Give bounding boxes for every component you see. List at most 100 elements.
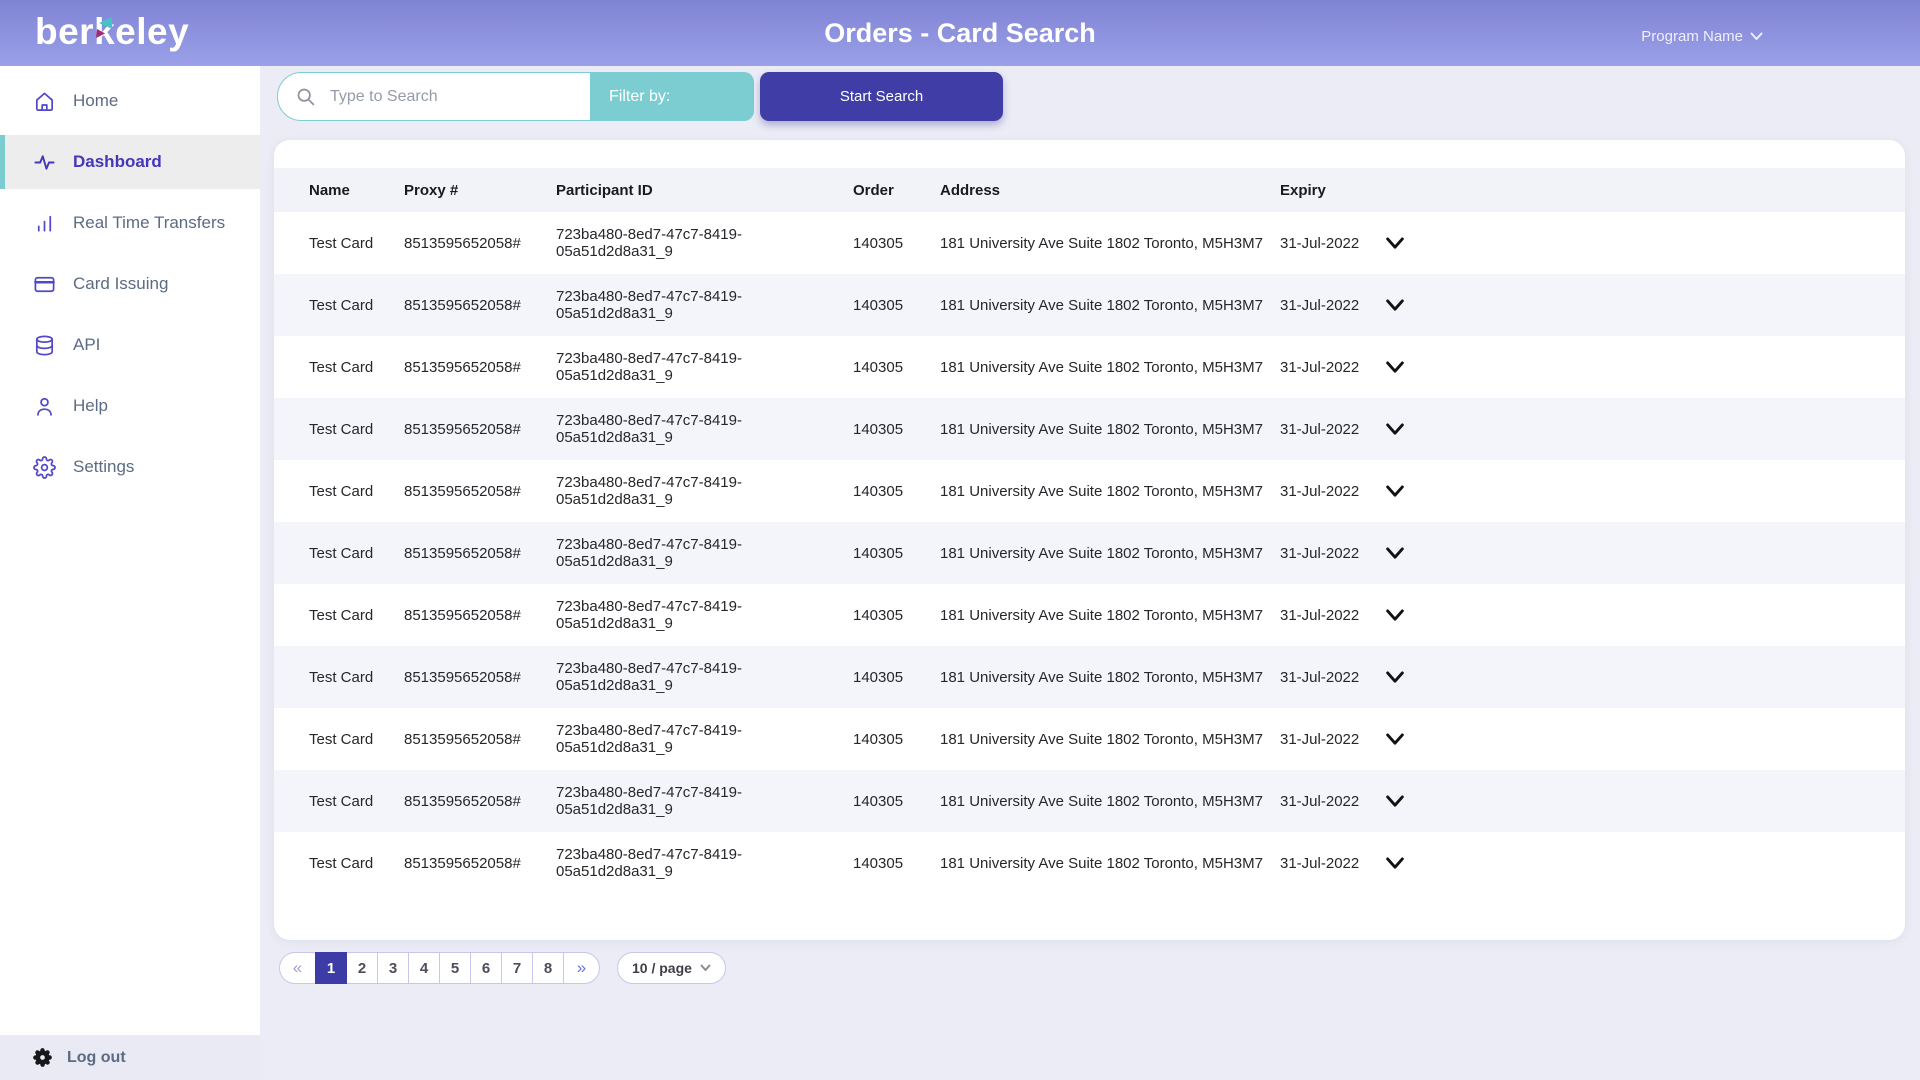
- cell-order: 140305: [853, 792, 904, 810]
- cell-proxy: 8513595652058#: [404, 854, 521, 872]
- cell-address: 181 University Ave Suite 1802 Toronto, M…: [940, 482, 1263, 500]
- cell-address: 181 University Ave Suite 1802 Toronto, M…: [940, 606, 1263, 624]
- start-search-button[interactable]: Start Search: [760, 72, 1003, 121]
- cell-expiry: 31-Jul-2022: [1280, 358, 1360, 376]
- cell-order: 140305: [853, 606, 904, 624]
- page-button[interactable]: 5: [439, 952, 471, 984]
- page-size-selector[interactable]: 10 / page: [617, 952, 726, 984]
- expand-row-button[interactable]: [1384, 360, 1905, 375]
- sidebar-item-card-issuing[interactable]: Card Issuing: [0, 257, 260, 311]
- cell-order: 140305: [853, 482, 904, 500]
- page-button[interactable]: 4: [408, 952, 440, 984]
- table-row: Test Card 8513595652058# 723ba480-8ed7-4…: [274, 770, 1905, 832]
- filter-by-label: Filter by:: [609, 87, 671, 105]
- column-header: Order: [853, 181, 894, 199]
- top-bar: berkeley Orders - Card Search Program Na…: [0, 0, 1920, 66]
- search-input[interactable]: [328, 86, 568, 107]
- cell-participant-id: 723ba480-8ed7-47c7-8419-05a51d2d8a31_9: [556, 536, 742, 570]
- cell-address: 181 University Ave Suite 1802 Toronto, M…: [940, 234, 1263, 252]
- table-row: Test Card 8513595652058# 723ba480-8ed7-4…: [274, 832, 1905, 894]
- sidebar-item-dashboard[interactable]: Dashboard: [0, 135, 260, 189]
- table-row: Test Card 8513595652058# 723ba480-8ed7-4…: [274, 708, 1905, 770]
- cell-name: Test Card: [309, 420, 374, 438]
- sidebar-item-help[interactable]: Help: [0, 379, 260, 433]
- sidebar-item-label: Dashboard: [73, 152, 162, 171]
- page-button[interactable]: 2: [346, 952, 378, 984]
- cell-order: 140305: [853, 730, 904, 748]
- expand-row-button[interactable]: [1384, 298, 1905, 313]
- logout-button[interactable]: Log out: [0, 1035, 260, 1080]
- next-page-button[interactable]: »: [563, 952, 600, 984]
- credit-card-icon: [34, 276, 55, 292]
- sidebar-item-settings[interactable]: Settings: [0, 440, 260, 494]
- berkeley-logo: berkeley: [35, 8, 189, 56]
- cell-name: Test Card: [309, 730, 374, 748]
- search-icon: [297, 88, 315, 106]
- expand-row-button[interactable]: [1384, 422, 1905, 437]
- filter-by-button[interactable]: Filter by:: [590, 72, 754, 121]
- page-button[interactable]: 7: [501, 952, 533, 984]
- gear-filled-icon: [33, 1048, 52, 1067]
- cell-name: Test Card: [309, 606, 374, 624]
- sidebar-item-home[interactable]: Home: [0, 74, 260, 128]
- cell-proxy: 8513595652058#: [404, 296, 521, 314]
- page-button[interactable]: 1: [315, 952, 347, 984]
- column-header: Address: [940, 181, 1001, 199]
- page-button[interactable]: 6: [470, 952, 502, 984]
- chevron-down-icon: [700, 964, 711, 971]
- expand-row-button[interactable]: [1384, 732, 1905, 747]
- cell-participant-id: 723ba480-8ed7-47c7-8419-05a51d2d8a31_9: [556, 846, 742, 880]
- page-size-label: 10 / page: [632, 960, 692, 976]
- expand-row-button[interactable]: [1384, 236, 1905, 251]
- results-card: Name Proxy # Participant ID Order Address Exp…: [274, 140, 1905, 940]
- expand-row-button[interactable]: [1384, 546, 1905, 561]
- chevron-down-icon: [1386, 546, 1404, 559]
- table-row: Test Card 8513595652058# 723ba480-8ed7-4…: [274, 460, 1905, 522]
- sidebar-item-real-time-transfers[interactable]: Real Time Transfers: [0, 196, 260, 250]
- cell-expiry: 31-Jul-2022: [1280, 544, 1360, 562]
- cell-expiry: 31-Jul-2022: [1280, 420, 1360, 438]
- cell-proxy: 8513595652058#: [404, 482, 521, 500]
- expand-row-button[interactable]: [1384, 608, 1905, 623]
- cell-expiry: 31-Jul-2022: [1280, 234, 1360, 252]
- program-name-label: Program Name: [1641, 28, 1743, 45]
- sidebar-item-api[interactable]: API: [0, 318, 260, 372]
- table-row: Test Card 8513595652058# 723ba480-8ed7-4…: [274, 522, 1905, 584]
- chevron-down-icon: [1386, 422, 1404, 435]
- cell-expiry: 31-Jul-2022: [1280, 296, 1360, 314]
- sidebar-nav: Home Dashboard Real Time Transfers Card …: [0, 66, 260, 494]
- bar-chart-icon: [37, 215, 52, 232]
- table-row: Test Card 8513595652058# 723ba480-8ed7-4…: [274, 584, 1905, 646]
- cell-order: 140305: [853, 854, 904, 872]
- table-row: Test Card 8513595652058# 723ba480-8ed7-4…: [274, 336, 1905, 398]
- cell-name: Test Card: [309, 482, 374, 500]
- chevron-down-icon: [1386, 856, 1404, 869]
- table-row: Test Card 8513595652058# 723ba480-8ed7-4…: [274, 274, 1905, 336]
- expand-row-button[interactable]: [1384, 794, 1905, 809]
- database-icon: [35, 335, 54, 355]
- cell-participant-id: 723ba480-8ed7-47c7-8419-05a51d2d8a31_9: [556, 288, 742, 322]
- cell-expiry: 31-Jul-2022: [1280, 606, 1360, 624]
- page-button[interactable]: 8: [532, 952, 564, 984]
- cell-proxy: 8513595652058#: [404, 668, 521, 686]
- cell-proxy: 8513595652058#: [404, 234, 521, 252]
- cell-name: Test Card: [309, 668, 374, 686]
- chevron-down-icon: [1386, 236, 1404, 249]
- chevron-down-icon: [1386, 670, 1404, 683]
- cell-address: 181 University Ave Suite 1802 Toronto, M…: [940, 358, 1263, 376]
- page-button[interactable]: 3: [377, 952, 409, 984]
- expand-row-button[interactable]: [1384, 484, 1905, 499]
- chevron-down-icon: [1386, 298, 1404, 311]
- expand-row-button[interactable]: [1384, 670, 1905, 685]
- cell-participant-id: 723ba480-8ed7-47c7-8419-05a51d2d8a31_9: [556, 784, 742, 818]
- cell-name: Test Card: [309, 234, 374, 252]
- program-name-selector[interactable]: Program Name: [1641, 28, 1763, 45]
- chevron-down-icon: [1386, 608, 1404, 621]
- page-title: Orders - Card Search: [824, 17, 1096, 48]
- column-header: Proxy #: [404, 181, 459, 199]
- home-icon: [35, 91, 54, 111]
- expand-row-button[interactable]: [1384, 856, 1905, 871]
- previous-page-button[interactable]: «: [279, 952, 316, 984]
